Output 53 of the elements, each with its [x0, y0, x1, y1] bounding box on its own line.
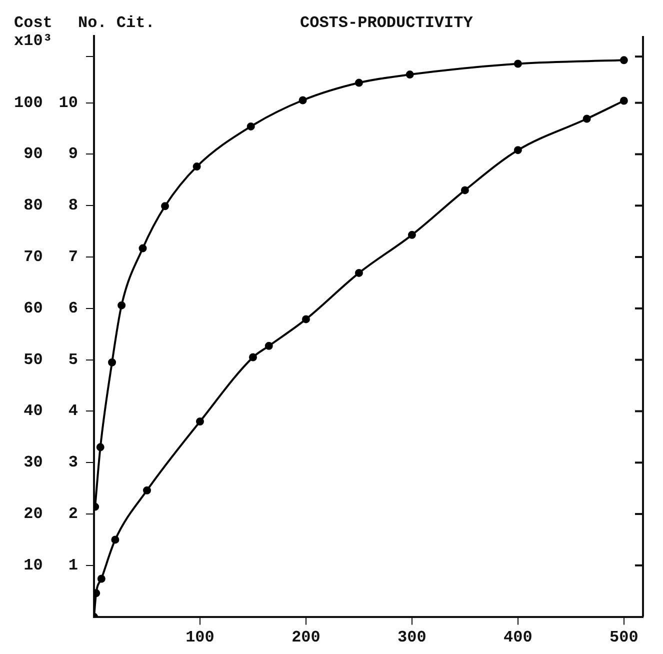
chart-title: COSTS-PRODUCTIVITY	[300, 14, 473, 32]
y-tick-label: 60	[24, 299, 43, 318]
y2-tick-label: 5	[68, 350, 78, 369]
point	[192, 162, 201, 171]
y2-tick-label: 2	[68, 505, 78, 524]
point	[514, 60, 522, 68]
y2-tick-label: 1	[68, 556, 78, 574]
point	[298, 96, 307, 104]
y2-tick-label: 3	[68, 454, 78, 472]
point	[514, 146, 522, 154]
y-tick-label: 100	[14, 94, 43, 112]
point	[620, 56, 628, 64]
y-tick-label: 40	[24, 402, 43, 420]
y-tick-label: 80	[24, 196, 43, 215]
y2-tick-label: 7	[68, 248, 78, 266]
point	[620, 96, 628, 105]
point	[582, 114, 591, 123]
y2-tick-label: 9	[68, 145, 78, 164]
point	[406, 70, 414, 79]
point	[108, 358, 116, 366]
y-tick-label: 30	[24, 454, 43, 472]
point	[143, 486, 151, 494]
point	[196, 417, 204, 426]
point	[302, 315, 310, 324]
x-tick-label: 300	[398, 628, 426, 646]
y2-tick-label: 10	[58, 94, 78, 112]
y2-axis-title: No. Cit.	[78, 14, 155, 32]
y-tick-label: 90	[24, 145, 43, 164]
y2-tick-label: 4	[68, 402, 78, 420]
point	[96, 443, 104, 452]
point	[354, 78, 363, 87]
point	[264, 342, 273, 350]
point	[354, 268, 363, 277]
point	[246, 122, 255, 130]
y2-tick-label: 6	[68, 299, 78, 318]
point	[97, 574, 106, 583]
point	[248, 353, 257, 362]
y-tick-label: 20	[24, 505, 43, 524]
point	[161, 202, 170, 210]
y2-tick-label: 8	[68, 196, 78, 215]
y-tick-label: 10	[24, 556, 43, 574]
x-tick-label: 400	[504, 628, 532, 646]
x-tick-label: 500	[610, 628, 638, 646]
y-tick-label: 70	[24, 248, 43, 266]
point	[460, 186, 469, 194]
x-tick-label: 200	[292, 628, 320, 646]
y-axis-title: Cost x10³	[14, 14, 54, 50]
x-tick-label: 100	[186, 628, 214, 646]
y-tick-label: 50	[24, 350, 43, 369]
point	[111, 536, 120, 544]
point	[118, 301, 126, 310]
point	[408, 230, 416, 239]
point	[138, 244, 147, 252]
